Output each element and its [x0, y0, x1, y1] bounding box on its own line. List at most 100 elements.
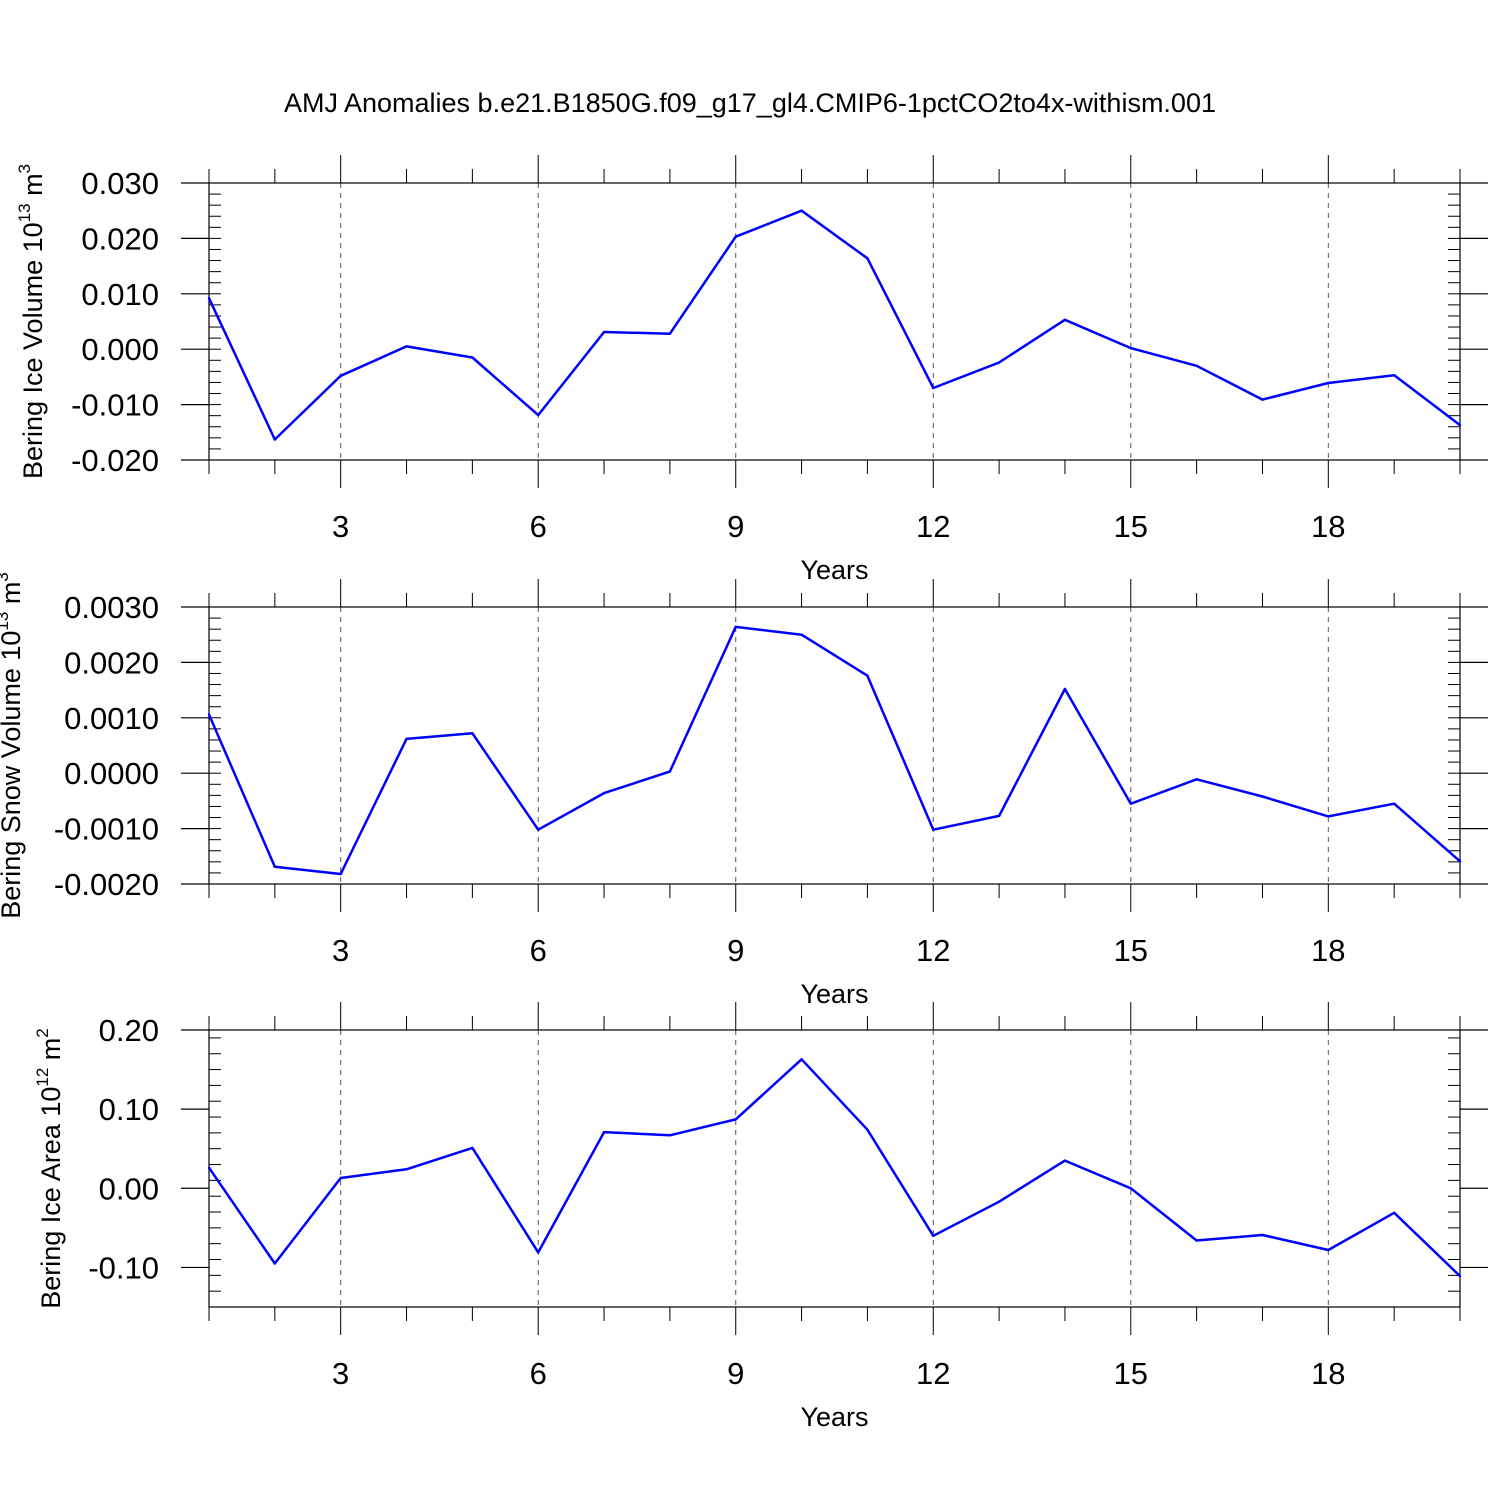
data-point: [207, 1166, 211, 1169]
series-line: [207, 1058, 1461, 1278]
data-point: [405, 345, 408, 348]
x-tick-label: 15: [1114, 933, 1148, 968]
data-point: [1063, 318, 1067, 322]
y-tick-label: 0.10: [99, 1092, 159, 1127]
data-point: [339, 1176, 342, 1180]
data-point: [668, 770, 672, 773]
data-point: [668, 332, 672, 335]
plot-frame: [208, 182, 1461, 461]
data-point: [932, 828, 935, 831]
x-axis-label: Years: [800, 1402, 868, 1432]
panel-2: -0.0020 -0.0010 0.0000 0.0010 0.0020 0.0030 3 6…: [0, 572, 1488, 1009]
data-point: [800, 209, 803, 212]
data-point: [734, 1118, 737, 1121]
x-tick-label: 9: [727, 1356, 744, 1391]
data-point: [602, 791, 606, 795]
data-point: [1063, 687, 1067, 691]
x-tick-label: 18: [1311, 933, 1345, 968]
data-point: [471, 732, 474, 735]
data-point: [1458, 423, 1462, 427]
data-point: [1261, 398, 1264, 401]
data-point: [1327, 381, 1330, 385]
data-point: [207, 297, 211, 300]
y-tick-label: -0.0010: [54, 812, 159, 847]
data-point: [997, 814, 1001, 818]
data-point: [800, 633, 803, 636]
data-point: [866, 1128, 869, 1131]
data-point: [405, 1168, 408, 1171]
x-tick-label: 18: [1311, 509, 1345, 544]
plot-frame: [208, 606, 1461, 885]
panel-1: -0.020 -0.010 0.000 0.010 0.020 0.030 3 6 9 12 15 1…: [15, 155, 1488, 585]
y-tick-label: -0.020: [71, 443, 159, 478]
x-tick-label: 12: [916, 933, 950, 968]
plot-frame: [208, 1029, 1461, 1308]
y-tick-label: -0.010: [71, 388, 159, 423]
data-point: [1195, 364, 1198, 368]
x-tick-label: 12: [916, 1356, 950, 1391]
data-point: [932, 386, 935, 390]
x-tick-label: 18: [1311, 1356, 1345, 1391]
data-point: [1261, 795, 1264, 798]
data-point: [207, 713, 211, 716]
x-tick-label: 15: [1114, 509, 1148, 544]
data-point: [997, 1200, 1001, 1203]
y-axis-label: Bering Snow Volume 1013 m3: [0, 572, 26, 919]
series-line: [207, 625, 1461, 876]
y-tick-label: 0.000: [81, 332, 159, 367]
data-point: [602, 330, 606, 334]
data-point: [1458, 860, 1462, 863]
data-point: [537, 828, 540, 831]
y-tick-label: 0.020: [81, 221, 159, 256]
series-line: [207, 209, 1461, 441]
data-point: [537, 413, 540, 417]
y-tick-label: 0.0020: [64, 645, 159, 680]
data-point: [866, 257, 869, 260]
data-point: [273, 865, 277, 869]
data-point: [1458, 1274, 1462, 1278]
x-tick-label: 3: [332, 509, 349, 544]
data-point: [471, 356, 474, 359]
x-tick-label: 3: [332, 1356, 349, 1391]
y-tick-label: -0.10: [88, 1250, 159, 1285]
data-point: [273, 438, 277, 441]
data-point: [1327, 815, 1330, 818]
x-tick-label: 6: [530, 1356, 547, 1391]
data-point: [1063, 1159, 1067, 1162]
x-tick-label: 9: [727, 933, 744, 968]
y-tick-label: 0.0000: [64, 756, 159, 791]
x-tick-label: 9: [727, 509, 744, 544]
data-point: [1327, 1248, 1330, 1252]
panel-3: -0.10 0.00 0.10 0.20 3 6 9 12 15 18 Years Bering Ic…: [33, 1002, 1488, 1432]
x-tick-label: 6: [530, 933, 547, 968]
data-point: [734, 235, 737, 238]
data-point: [339, 872, 342, 876]
y-tick-label: 0.030: [81, 166, 159, 201]
data-point: [1392, 1211, 1396, 1215]
data-point: [997, 361, 1001, 364]
data-point: [602, 1130, 606, 1134]
x-axis-label: Years: [800, 979, 868, 1009]
y-tick-label: 0.0030: [64, 590, 159, 625]
x-tick-label: 6: [530, 509, 547, 544]
data-point: [866, 674, 869, 677]
x-axis-label: Years: [800, 555, 868, 585]
y-axis-label: Bering Ice Volume 1013 m3: [15, 164, 48, 479]
data-point: [1195, 778, 1198, 781]
data-point: [405, 737, 408, 741]
data-point: [1392, 374, 1396, 377]
y-tick-label: 0.20: [99, 1013, 159, 1048]
y-tick-label: 0.010: [81, 277, 159, 312]
data-point: [1129, 802, 1132, 805]
data-point: [537, 1251, 540, 1254]
data-point: [1195, 1239, 1198, 1242]
y-axis-label: Bering Ice Area 1012 m2: [33, 1028, 66, 1309]
data-point: [800, 1058, 803, 1061]
data-point: [1129, 1187, 1132, 1190]
data-point: [339, 374, 342, 377]
x-tick-label: 12: [916, 509, 950, 544]
data-point: [1261, 1233, 1264, 1237]
data-point: [734, 625, 737, 629]
y-tick-label: 0.0010: [64, 701, 159, 736]
